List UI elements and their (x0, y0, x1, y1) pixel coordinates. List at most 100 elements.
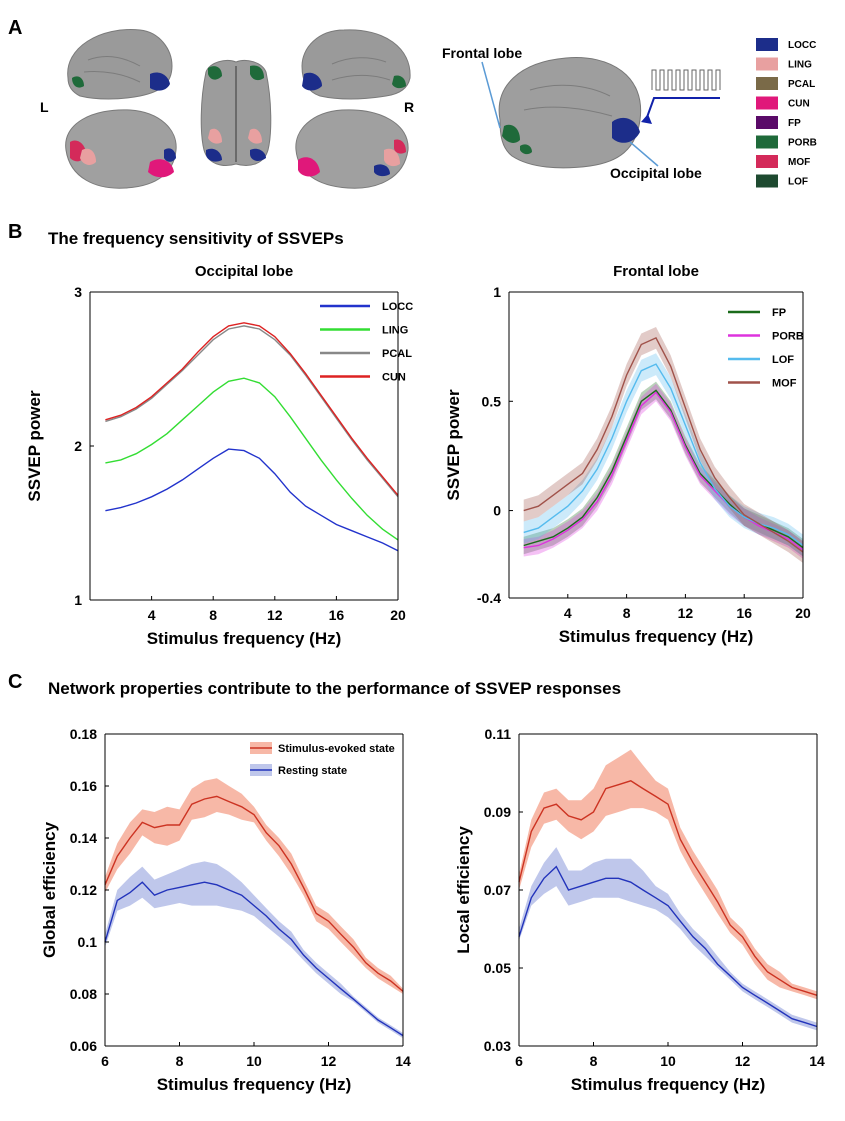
y-tick-label: 0.06 (70, 1038, 97, 1054)
y-axis-label: SSVEP power (444, 389, 463, 501)
series-line-resting-state (518, 865, 818, 1028)
y-tick-label: 2 (74, 438, 82, 454)
legend-label: LOCC (382, 301, 413, 313)
series-line-ling (105, 377, 399, 541)
section-b-title: The frequency sensitivity of SSVEPs (48, 229, 344, 248)
y-tick-label: 0 (493, 503, 501, 519)
atlas-legend: LOCC LING PCAL CUN FP PORB MOF LOF (756, 38, 817, 188)
y-tick-label: 0.1 (78, 934, 98, 950)
legend-label: CUN (382, 372, 406, 384)
series-line-cun (105, 322, 399, 496)
atlas-swatch-fp (756, 116, 778, 129)
square-wave-icon (651, 69, 721, 91)
x-tick-label: 6 (515, 1053, 523, 1069)
x-tick-label: 10 (246, 1053, 262, 1069)
y-axis-label: Local efficiency (454, 826, 473, 954)
brain-right-lateral (301, 29, 411, 100)
series-line-porb (523, 391, 804, 551)
chart-local-efficiency: 6 8 10 12 14 0.03 0.05 0.07 0.09 0.11 Stimulus fre… (454, 726, 825, 1094)
chart-frontal-power: 4 8 12 16 20 -0.4 0 0.5 1 Stimulus frequency (Hz)… (444, 263, 811, 646)
y-tick-label: 0.14 (70, 830, 97, 846)
y-axis-label: SSVEP power (25, 390, 44, 502)
x-axis-label: Stimulus frequency (Hz) (147, 629, 342, 648)
chart-title: Occipital lobe (195, 263, 293, 280)
x-tick-label: 14 (395, 1053, 411, 1069)
chart-global-efficiency: 6 8 10 12 14 0.06 0.08 0.1 0.12 0.14 0.16 0.18 Stimu… (40, 726, 411, 1094)
atlas-label-fp: FP (788, 118, 801, 129)
x-tick-label: 16 (736, 605, 752, 621)
legend-label: Resting state (278, 765, 347, 777)
series-line-locc (105, 448, 399, 552)
y-axis-label: Global efficiency (40, 821, 59, 958)
series-line-stimulus-evoked-state (104, 795, 404, 992)
legend-label: Stimulus-evoked state (278, 743, 395, 755)
legend-label: PCAL (382, 348, 412, 360)
y-tick-label: 0.11 (485, 726, 512, 742)
band-resting-state (519, 847, 817, 1031)
y-tick-label: 0.09 (484, 804, 511, 820)
legend-label: PORB (772, 331, 804, 343)
atlas-swatch-locc (756, 38, 778, 51)
stimulus-schematic: Frontal lobe Occipital lobe (442, 45, 721, 181)
x-tick-label: 12 (267, 607, 283, 623)
x-tick-label: 4 (148, 607, 156, 623)
x-axis-label: Stimulus frequency (Hz) (157, 1075, 352, 1094)
atlas-swatch-cun (756, 96, 778, 110)
panel-letter-b: B (8, 221, 22, 243)
legend-label: LING (382, 325, 408, 337)
legend-label: LOF (772, 354, 794, 366)
x-tick-label: 4 (564, 605, 572, 621)
atlas-label-ling: LING (788, 60, 812, 71)
y-tick-label: 0.18 (70, 726, 97, 742)
series-line-pcal (105, 325, 399, 498)
atlas-swatch-ling (756, 57, 778, 71)
x-tick-label: 8 (590, 1053, 598, 1069)
brain-left-lateral (67, 29, 173, 100)
hemisphere-label-right: R (404, 99, 414, 115)
brain-right-medial (295, 109, 409, 189)
legend-label: FP (772, 307, 786, 319)
y-tick-label: 0.12 (70, 882, 97, 898)
band-stimulus-evoked-state (105, 778, 403, 994)
series-line-mof (523, 336, 804, 553)
y-tick-label: 0.07 (484, 882, 511, 898)
x-tick-label: 14 (809, 1053, 825, 1069)
frontal-lobe-label: Frontal lobe (442, 45, 522, 61)
section-c-title: Network properties contribute to the per… (48, 679, 621, 698)
panel-letter-c: C (8, 671, 22, 693)
atlas-label-pcal: PCAL (788, 79, 815, 90)
x-tick-label: 12 (735, 1053, 751, 1069)
x-tick-label: 12 (321, 1053, 337, 1069)
band-resting-state (105, 861, 403, 1039)
band-lof (523, 353, 803, 557)
series-line-stimulus-evoked-state (518, 780, 818, 996)
y-tick-label: 0.05 (484, 960, 511, 976)
occipital-lobe-label: Occipital lobe (610, 165, 702, 181)
series-line-resting-state (104, 881, 404, 1037)
y-tick-label: 0.08 (70, 986, 97, 1002)
band-fp (523, 381, 803, 557)
y-tick-label: 1 (493, 284, 501, 300)
atlas-label-cun: CUN (788, 99, 810, 110)
brain-ventral (200, 59, 272, 166)
band-porb (523, 383, 803, 559)
x-axis-label: Stimulus frequency (Hz) (571, 1075, 766, 1094)
brain-views: L R (40, 29, 414, 189)
atlas-swatch-pcal (756, 77, 778, 90)
y-tick-label: 0.03 (484, 1038, 511, 1054)
atlas-label-porb: PORB (788, 138, 817, 149)
brain-left-medial (65, 109, 177, 189)
atlas-swatch-lof (756, 174, 778, 188)
atlas-label-mof: MOF (788, 157, 810, 168)
hemisphere-label-left: L (40, 99, 49, 115)
panel-letter-a: A (8, 17, 22, 39)
atlas-swatch-mof (756, 155, 778, 168)
x-tick-label: 20 (795, 605, 811, 621)
legend-label: MOF (772, 378, 797, 390)
y-tick-label: 0.5 (482, 393, 502, 409)
atlas-label-locc: LOCC (788, 40, 816, 51)
y-tick-label: 0.16 (70, 778, 97, 794)
x-tick-label: 20 (390, 607, 406, 623)
